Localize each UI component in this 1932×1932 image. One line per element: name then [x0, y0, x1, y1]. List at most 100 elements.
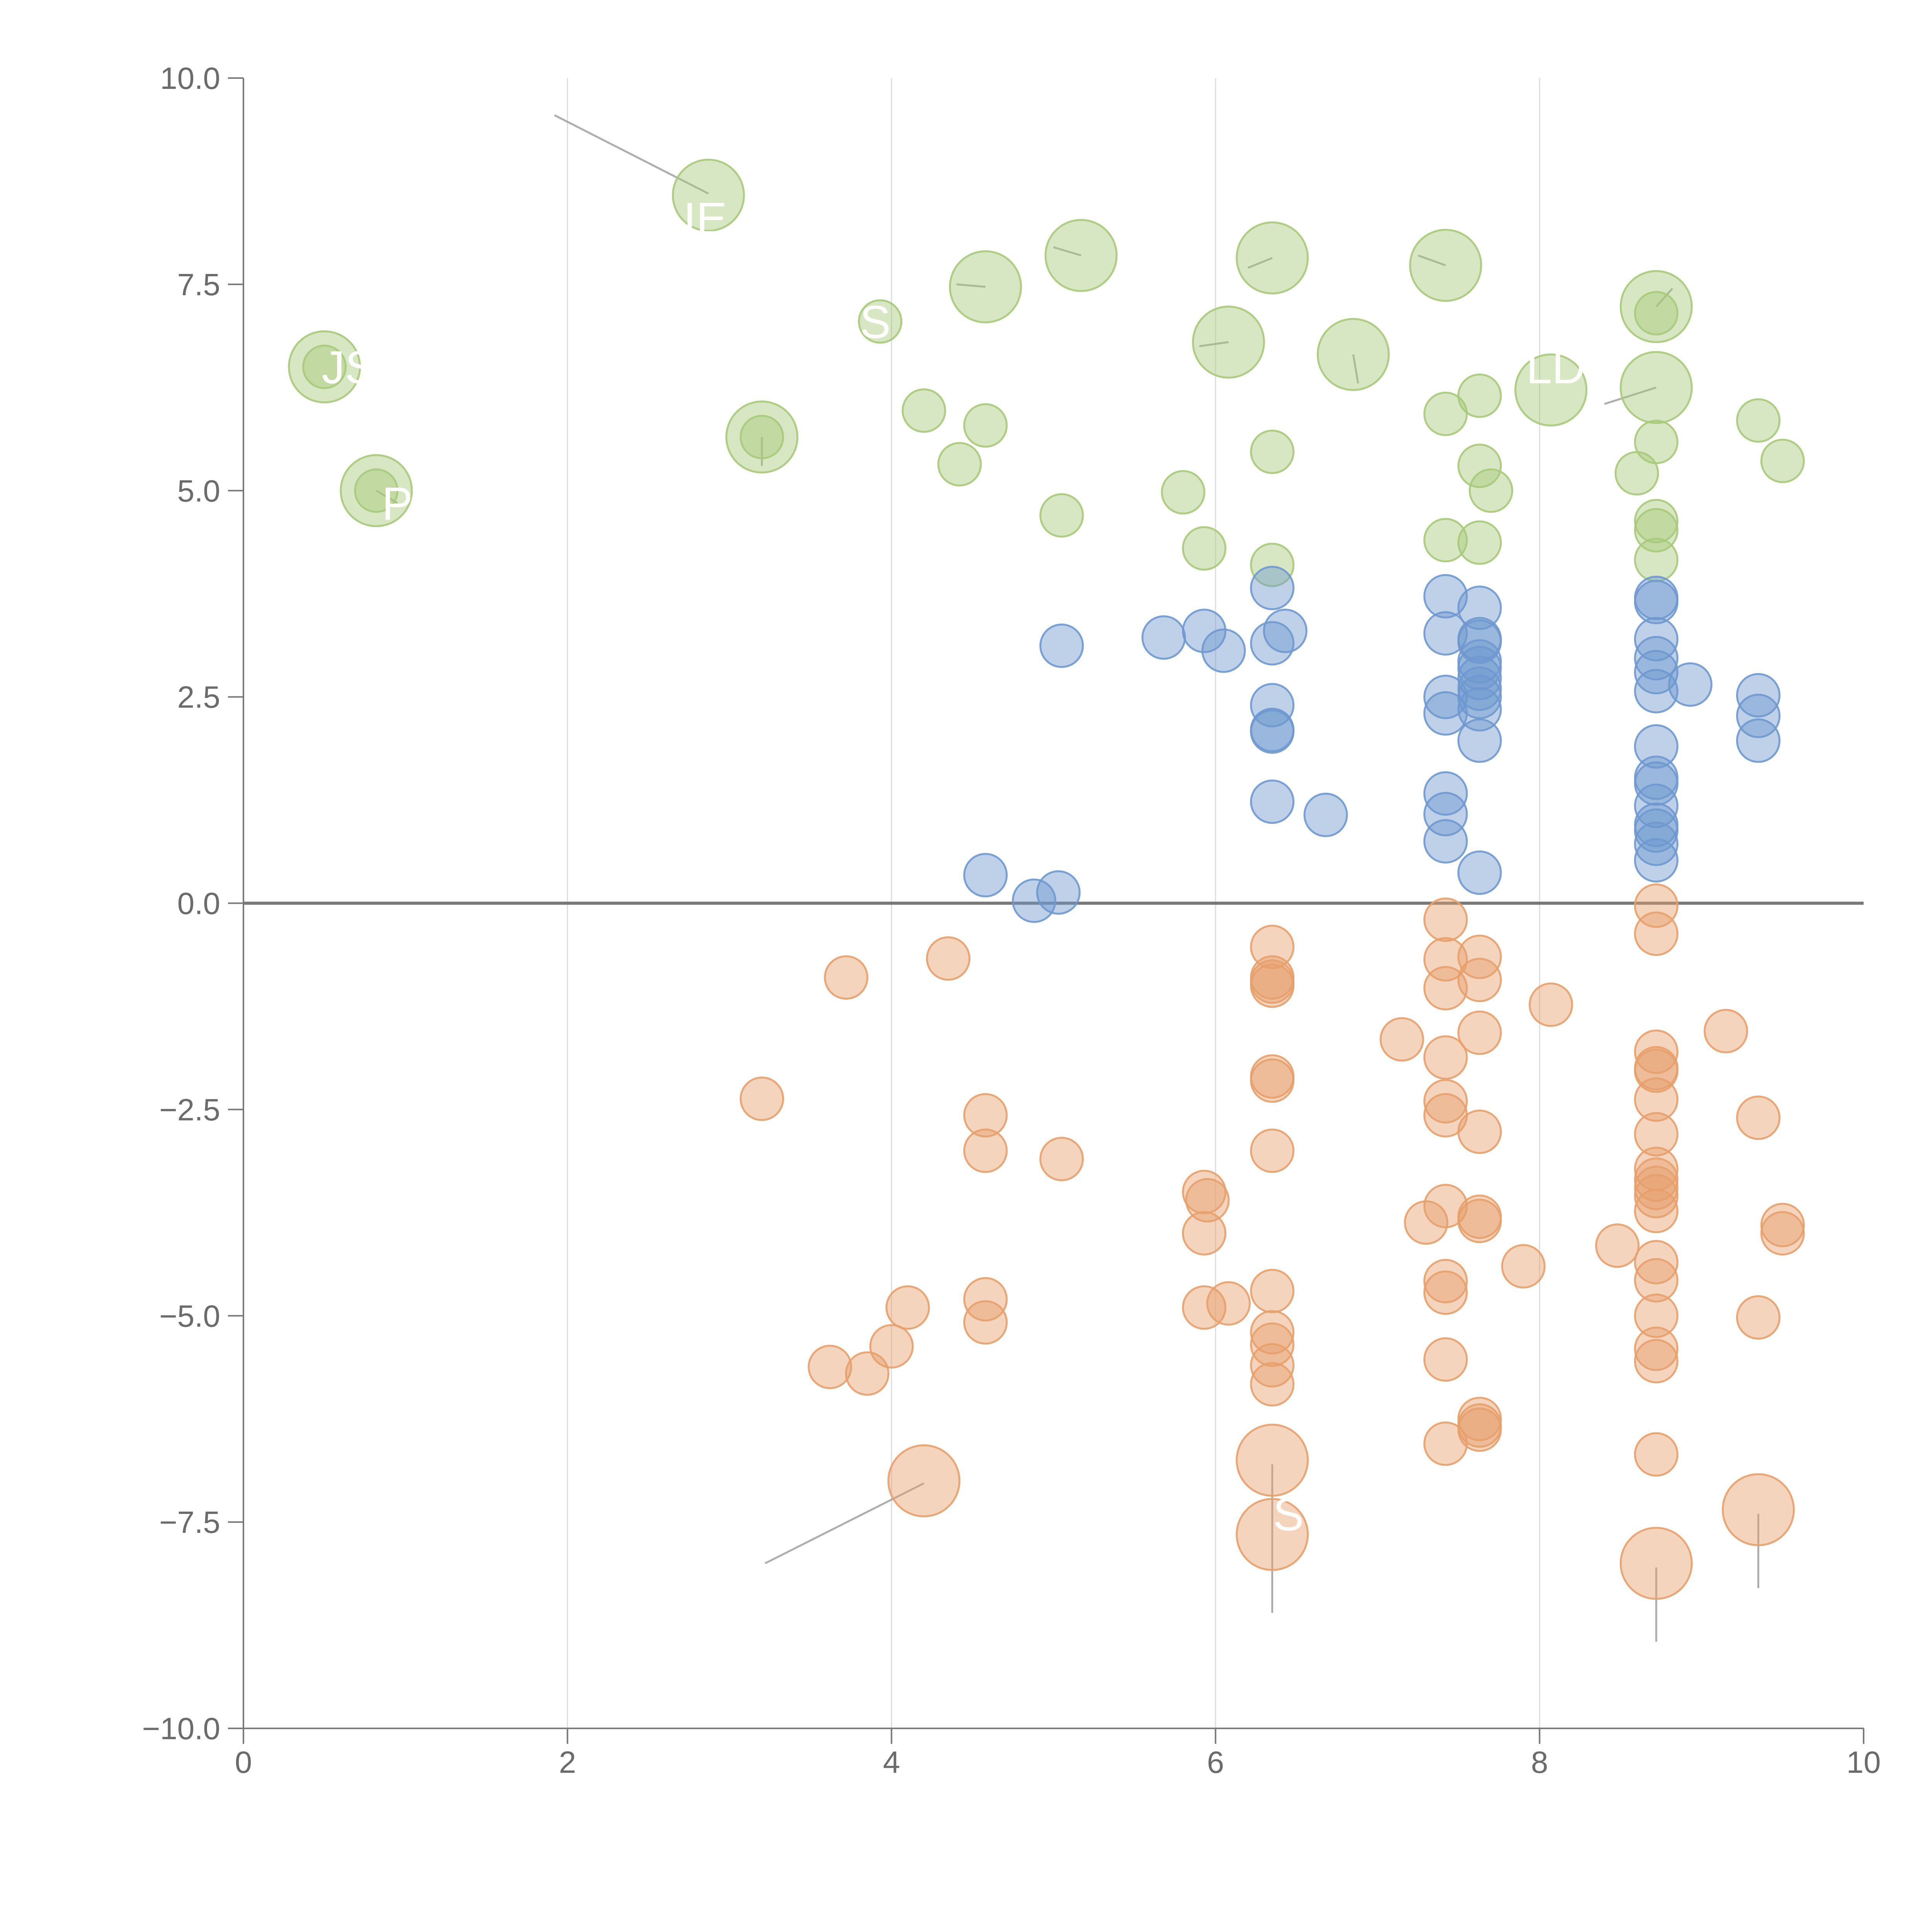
- green-point: [354, 468, 399, 513]
- blue-point: [1736, 694, 1781, 738]
- green-point: [302, 344, 347, 389]
- green-point: [1457, 444, 1502, 488]
- orange-point: [1182, 1285, 1226, 1330]
- orange-point: [885, 1285, 930, 1330]
- orange-point: [1423, 1259, 1468, 1304]
- green-point: [1469, 468, 1514, 513]
- orange-point: [1634, 1029, 1679, 1074]
- green-large-point: [1316, 318, 1390, 391]
- orange-point: [1457, 1396, 1502, 1441]
- orange-point: [1634, 1240, 1679, 1284]
- green-point: [1760, 439, 1805, 483]
- orange-point: [1423, 1184, 1468, 1228]
- orange-point: [1404, 1200, 1449, 1245]
- blue-point: [1634, 617, 1679, 662]
- orange-point: [926, 936, 971, 981]
- leader-line: [1352, 354, 1359, 384]
- x-tick-label: 10: [1847, 1745, 1881, 1779]
- y-tick-label: −10.0: [142, 1711, 220, 1746]
- blue-point: [1182, 609, 1226, 653]
- blue-point: [1423, 574, 1468, 619]
- green-point: [901, 388, 946, 433]
- orange-large-point: [1236, 1423, 1309, 1497]
- green-point: [1457, 373, 1502, 418]
- orange-point: [963, 1128, 1008, 1173]
- leader-line: [765, 1482, 925, 1565]
- point-label: P: [382, 478, 413, 529]
- orange-point: [1423, 1079, 1468, 1124]
- blue-point: [1634, 821, 1679, 866]
- orange-point: [740, 1077, 784, 1121]
- leader-line: [1604, 386, 1657, 405]
- y-tick-label: 2.5: [177, 680, 220, 714]
- blue-point: [1457, 718, 1502, 763]
- green-point: [1250, 543, 1295, 587]
- blue-point: [1250, 683, 1295, 728]
- orange-point: [1634, 1293, 1679, 1338]
- green-large-point: [340, 454, 413, 527]
- blue-point: [1457, 675, 1502, 719]
- blue-point: [1634, 580, 1679, 624]
- green-large-point: [1619, 270, 1693, 344]
- point-label: LD: [1526, 342, 1585, 393]
- green-large-point: [1236, 221, 1309, 295]
- x-tick-label: 4: [883, 1745, 900, 1779]
- blue-point: [1634, 761, 1679, 806]
- orange-point: [1250, 1343, 1295, 1388]
- blue-point: [1457, 850, 1502, 895]
- green-large-point: [1192, 305, 1265, 379]
- green-large-point: [725, 400, 799, 474]
- orange-point: [1457, 1010, 1502, 1055]
- leader-line: [1199, 341, 1229, 347]
- orange-large-point: [887, 1444, 961, 1517]
- green-point: [1634, 291, 1679, 336]
- blue-point: [1303, 793, 1348, 837]
- orange-point: [1423, 1270, 1468, 1315]
- orange-point: [1736, 1095, 1781, 1140]
- green-point: [858, 299, 903, 344]
- blue-point: [1036, 870, 1081, 915]
- leader-line: [1247, 257, 1273, 269]
- orange-point: [1250, 1362, 1295, 1406]
- orange-point: [1634, 1327, 1679, 1371]
- green-point: [1634, 537, 1679, 582]
- orange-point: [1250, 1310, 1295, 1355]
- blue-point: [1201, 628, 1246, 673]
- green-large-point: [949, 250, 1022, 323]
- green-point: [1634, 420, 1679, 464]
- green-large-point: [1619, 351, 1693, 424]
- green-point: [1250, 429, 1295, 474]
- orange-point: [1423, 966, 1468, 1010]
- blue-point: [1634, 636, 1679, 680]
- x-tick-label: 2: [559, 1745, 576, 1779]
- point-label: S: [860, 296, 891, 348]
- y-tick-label: −5.0: [159, 1299, 220, 1333]
- orange-point: [1182, 1211, 1226, 1256]
- orange-point: [808, 1345, 852, 1389]
- orange-point: [1250, 1269, 1295, 1313]
- axes: 0 2 4 6 8 10 −10.0 −7.5 −5.0 −2.5 0.0 2.5 5.0 7.5 10.0: [142, 61, 1881, 1779]
- blue-point: [963, 853, 1008, 898]
- blue-point: [1634, 669, 1679, 714]
- green-point: [1736, 398, 1781, 443]
- blue-point: [1634, 724, 1679, 769]
- orange-point: [1185, 1178, 1230, 1223]
- orange-point: [1423, 1337, 1468, 1382]
- orange-point: [1595, 1223, 1640, 1268]
- point-label: JS: [322, 342, 376, 393]
- blue-point: [1736, 718, 1781, 763]
- blue-point: [1423, 819, 1468, 864]
- orange-point: [963, 1093, 1008, 1138]
- orange-point: [1529, 982, 1573, 1027]
- orange-point: [1206, 1281, 1251, 1326]
- blue-point: [1457, 639, 1502, 684]
- blue-point: [1250, 566, 1295, 611]
- orange-point: [1457, 1199, 1502, 1243]
- green-large-point: [1514, 353, 1588, 427]
- point-label: S: [1273, 1488, 1304, 1540]
- green-point: [937, 442, 982, 486]
- orange-point: [1250, 963, 1295, 1008]
- blue-point: [1457, 687, 1502, 732]
- orange-point: [1760, 1211, 1805, 1256]
- orange-point: [1634, 1432, 1679, 1477]
